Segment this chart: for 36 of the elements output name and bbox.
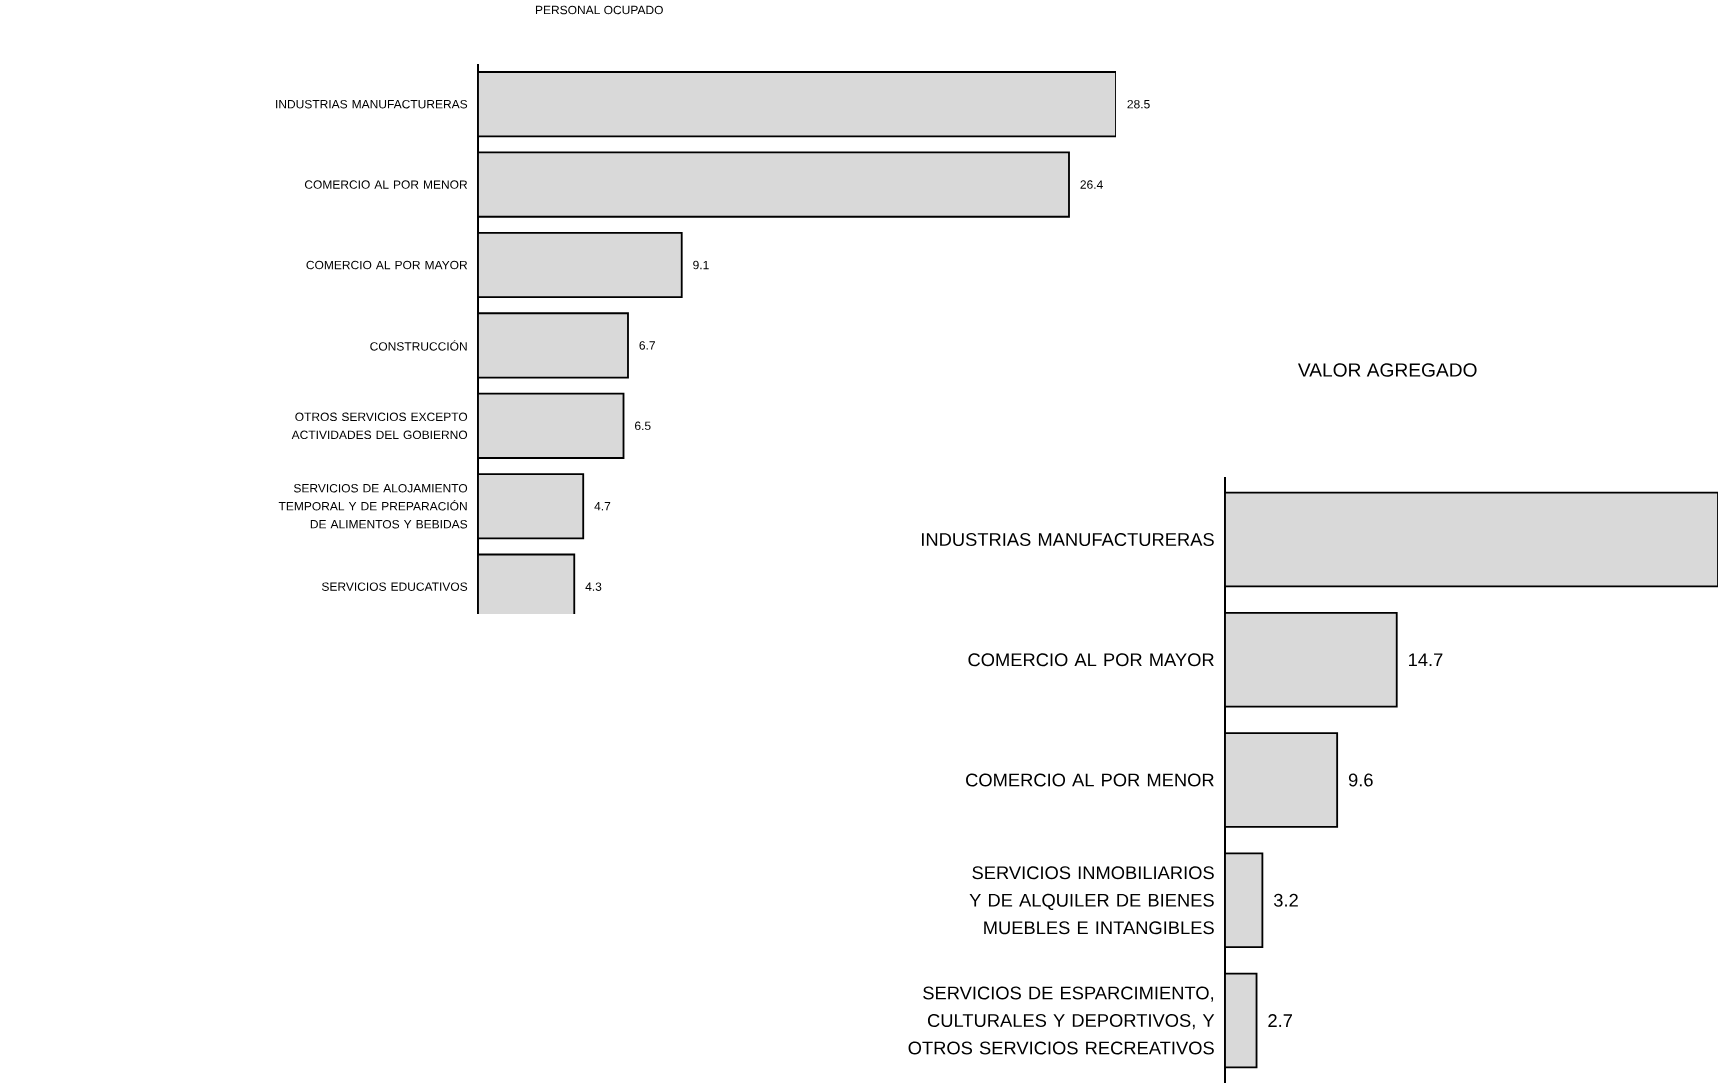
y-tick-label: SERVICIOS EDUCATIVOS (321, 582, 468, 591)
data-label: 6.5 (635, 421, 651, 431)
bar (1225, 491, 1718, 588)
chart-title: PERSONAL OCUPADO (535, 5, 663, 15)
y-tick-label: COMERCIO AL POR MAYOR (968, 653, 1214, 667)
y-tick-label: CONSTRUCCIÓN (370, 340, 467, 351)
data-label: 2.7 (1268, 1014, 1292, 1027)
bar (1225, 852, 1264, 949)
bar (1225, 732, 1339, 828)
bar (478, 151, 1070, 218)
bar (478, 231, 683, 299)
data-label: 6.7 (639, 341, 655, 350)
chart-title: VALOR AGREGADO (1297, 363, 1477, 377)
data-label: 3.2 (1273, 893, 1298, 907)
bar (478, 71, 1117, 138)
bar (478, 312, 629, 379)
y-tick-label: COMERCIO AL POR MENOR (966, 773, 1214, 787)
bar (478, 392, 625, 459)
y-tick-label: COMERCIO AL POR MAYOR (306, 260, 468, 270)
data-label: 9.1 (693, 260, 709, 270)
data-label: 28.5 (1127, 99, 1150, 109)
data-label: 4.7 (594, 502, 611, 511)
data-label: 14.7 (1409, 653, 1443, 667)
y-tick-label: COMERCIO AL POR MENOR (304, 180, 468, 189)
data-label: 4.3 (585, 582, 602, 591)
data-label: 9.6 (1348, 773, 1373, 787)
y-tick-label: INDUSTRIAS MANUFACTURERAS (921, 533, 1214, 547)
bar (1225, 972, 1258, 1069)
y-tick-label: SERVICIOS INMOBILIARIOS Y DE ALQUILER DE BIENES MUEBLES E INTANGIBLES (969, 866, 1214, 935)
y-tick-label: OTROS SERVICIOS EXCEPTO ACTIVIDADES DEL GOBIERNO (291, 412, 468, 440)
y-tick-label: SERVICIOS DE ESPARCIMIENTO, CULTURALES Y DEPORTIVOS, Y OTROS SERVICIOS RECREATIVOS (908, 986, 1215, 1055)
y-tick-label: SERVICIOS DE ALOJAMIENTO TEMPORAL Y DE PREPARACIÓN DE ALIMENTOS Y BEBIDAS (278, 484, 468, 529)
y-tick-label: INDUSTRIAS MANUFACTURERAS (276, 99, 468, 109)
bar (478, 473, 585, 540)
data-label: 26.4 (1080, 180, 1103, 189)
bar (1225, 611, 1398, 708)
